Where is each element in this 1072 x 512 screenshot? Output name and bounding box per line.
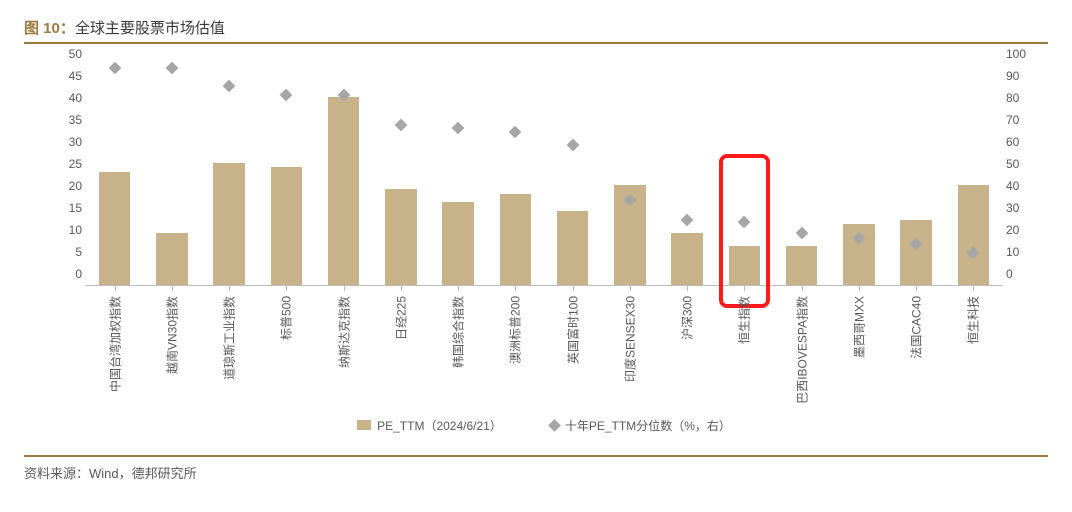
x-tick-mark bbox=[802, 286, 803, 291]
legend-bar: PE_TTM（2024/6/21） bbox=[357, 414, 502, 436]
x-tick-mark bbox=[573, 286, 574, 291]
figure-title-prefix: 图 10： bbox=[24, 20, 75, 37]
y-tick-label: 40 bbox=[46, 92, 82, 104]
highlight-box bbox=[719, 154, 771, 308]
x-tick-label: 韩国综合指数 bbox=[450, 296, 467, 368]
x-tick-label: 墨西哥MXX bbox=[850, 296, 867, 358]
title-row: 图 10：全球主要股票市场估值 bbox=[24, 10, 1048, 44]
x-tick-label: 英国富时100 bbox=[564, 296, 581, 364]
bar bbox=[156, 233, 187, 286]
x-tick-label: 中国台湾加权指数 bbox=[106, 296, 123, 392]
x-tick-label: 恒生指数 bbox=[736, 296, 753, 344]
y-tick-label: 60 bbox=[1006, 136, 1042, 148]
diamond-marker bbox=[681, 214, 694, 227]
y-tick-label: 30 bbox=[46, 136, 82, 148]
y-tick-label: 70 bbox=[1006, 114, 1042, 126]
y-tick-label: 20 bbox=[1006, 224, 1042, 236]
diamond-marker bbox=[108, 62, 121, 75]
y-tick-label: 20 bbox=[46, 180, 82, 192]
legend-bar-label: PE_TTM（2024/6/21） bbox=[377, 417, 502, 434]
y-tick-label: 10 bbox=[1006, 246, 1042, 258]
x-tick-mark bbox=[458, 286, 459, 291]
y-axis-right: 0102030405060708090100 bbox=[1006, 66, 1042, 286]
bar bbox=[900, 220, 931, 286]
x-tick-mark bbox=[229, 286, 230, 291]
x-tick-label: 越南VN30指数 bbox=[163, 296, 180, 374]
bar bbox=[786, 246, 817, 286]
bar bbox=[671, 233, 702, 286]
y-tick-label: 35 bbox=[46, 114, 82, 126]
bar bbox=[99, 172, 130, 286]
x-tick-label: 标普500 bbox=[278, 296, 295, 340]
y-tick-label: 10 bbox=[46, 224, 82, 236]
source-row: 资料来源：Wind，德邦研究所 bbox=[24, 455, 1048, 482]
y-tick-label: 50 bbox=[1006, 158, 1042, 170]
bar bbox=[500, 194, 531, 286]
x-tick-label: 澳洲标普200 bbox=[507, 296, 524, 364]
bar bbox=[328, 97, 359, 286]
y-tick-label: 80 bbox=[1006, 92, 1042, 104]
x-tick-mark bbox=[286, 286, 287, 291]
x-tick-label: 恒生科技 bbox=[965, 296, 982, 344]
y-tick-label: 15 bbox=[46, 202, 82, 214]
diamond-marker bbox=[566, 139, 579, 152]
plot-area bbox=[86, 66, 1002, 286]
bar bbox=[213, 163, 244, 286]
x-axis-baseline bbox=[86, 285, 1002, 286]
x-tick-mark bbox=[401, 286, 402, 291]
diamond-marker bbox=[395, 119, 408, 132]
y-tick-label: 90 bbox=[1006, 70, 1042, 82]
diamond-marker bbox=[166, 62, 179, 75]
y-tick-label: 5 bbox=[46, 246, 82, 258]
y-tick-label: 50 bbox=[46, 48, 82, 60]
figure-title: 图 10：全球主要股票市场估值 bbox=[24, 17, 225, 38]
x-axis-labels: 中国台湾加权指数 越南VN30指数 道琼斯工业指数 标普500 纳斯达克指数 日经225 韩… bbox=[86, 292, 1002, 412]
y-axis-left: 05101520253035404550 bbox=[46, 66, 82, 286]
x-tick-label: 印度SENSEX30 bbox=[621, 296, 638, 382]
bar bbox=[442, 202, 473, 286]
x-tick-mark bbox=[515, 286, 516, 291]
legend-bar-swatch bbox=[357, 420, 371, 430]
x-tick-mark bbox=[859, 286, 860, 291]
diamond-marker bbox=[509, 126, 522, 139]
y-tick-label: 45 bbox=[46, 70, 82, 82]
diamond-marker bbox=[223, 79, 236, 92]
x-tick-mark bbox=[630, 286, 631, 291]
y-tick-label: 30 bbox=[1006, 202, 1042, 214]
x-tick-mark bbox=[115, 286, 116, 291]
x-tick-label: 纳斯达克指数 bbox=[335, 296, 352, 368]
x-tick-mark bbox=[916, 286, 917, 291]
source-text: 资料来源：Wind，德邦研究所 bbox=[24, 466, 197, 481]
x-tick-mark bbox=[172, 286, 173, 291]
bar bbox=[958, 185, 989, 286]
diamond-marker bbox=[452, 121, 465, 134]
bar bbox=[557, 211, 588, 286]
diamond-marker bbox=[795, 227, 808, 240]
x-tick-mark bbox=[344, 286, 345, 291]
bars-layer bbox=[86, 66, 1002, 286]
legend-diamond: 十年PE_TTM分位数（%，右） bbox=[550, 414, 731, 436]
x-tick-mark bbox=[687, 286, 688, 291]
figure-container: 图 10：全球主要股票市场估值 0 5 10 15 20 25 30 35 40 45 50 0 10… bbox=[0, 0, 1072, 512]
x-tick-mark bbox=[744, 286, 745, 291]
figure-title-text: 全球主要股票市场估值 bbox=[75, 20, 225, 37]
bar bbox=[385, 189, 416, 286]
x-tick-label: 巴西IBOVESPA指数 bbox=[793, 296, 810, 404]
x-tick-label: 沪深300 bbox=[679, 296, 696, 340]
y-tick-label: 0 bbox=[46, 268, 82, 280]
x-tick-mark bbox=[973, 286, 974, 291]
x-tick-label: 法国CAC40 bbox=[908, 296, 925, 359]
legend-diamond-label: 十年PE_TTM分位数（%，右） bbox=[565, 417, 731, 434]
x-tick-label: 日经225 bbox=[392, 296, 409, 340]
diamond-marker bbox=[280, 88, 293, 101]
x-tick-label: 道琼斯工业指数 bbox=[221, 296, 238, 380]
y-tick-label: 0 bbox=[1006, 268, 1042, 280]
y-tick-label: 100 bbox=[1006, 48, 1042, 60]
legend: PE_TTM（2024/6/21） 十年PE_TTM分位数（%，右） bbox=[46, 414, 1042, 436]
y-tick-label: 40 bbox=[1006, 180, 1042, 192]
y-tick-label: 25 bbox=[46, 158, 82, 170]
chart: 05101520253035404550 0102030405060708090… bbox=[46, 56, 1042, 436]
legend-diamond-swatch bbox=[548, 419, 561, 432]
bar bbox=[271, 167, 302, 286]
